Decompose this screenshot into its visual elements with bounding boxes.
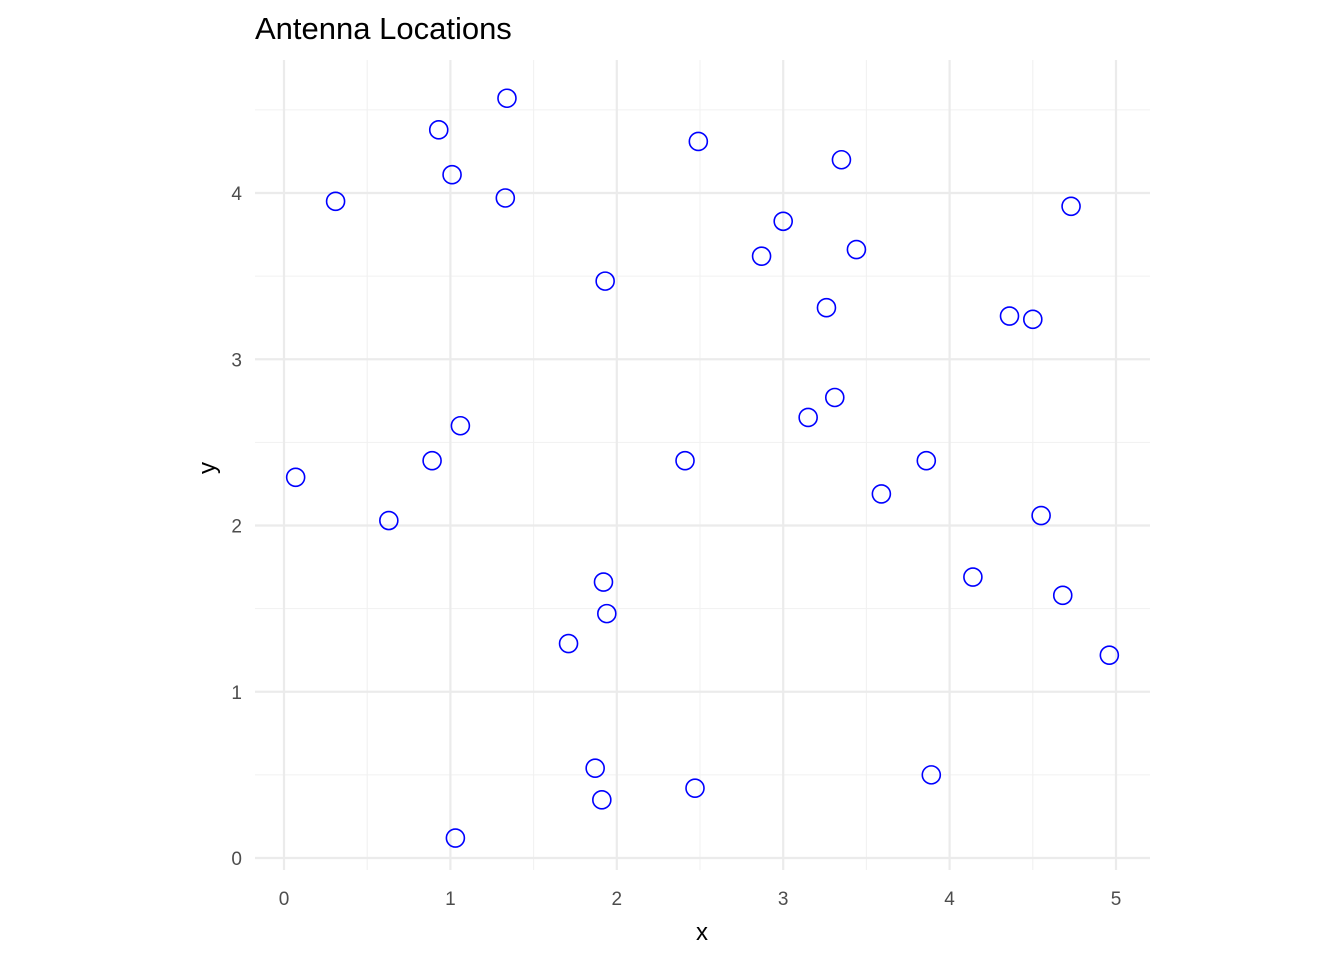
data-point bbox=[675, 450, 695, 471]
data-point bbox=[597, 603, 617, 624]
data-point bbox=[450, 415, 471, 436]
data-point bbox=[445, 828, 466, 848]
data-point bbox=[379, 510, 399, 531]
y-tick-label: 2 bbox=[231, 517, 242, 538]
data-point bbox=[558, 633, 579, 654]
x-tick-label: 2 bbox=[612, 889, 623, 910]
data-point bbox=[285, 467, 306, 488]
data-point bbox=[1023, 309, 1043, 330]
x-tick-label: 3 bbox=[778, 889, 789, 910]
y-axis-ticks: 0 1 2 3 4 bbox=[231, 184, 242, 870]
grid bbox=[255, 60, 1150, 870]
data-point bbox=[816, 297, 837, 318]
data-points bbox=[285, 88, 1120, 848]
data-point bbox=[1099, 645, 1120, 665]
data-point bbox=[1052, 585, 1073, 606]
data-point bbox=[916, 450, 937, 471]
data-point bbox=[688, 131, 709, 152]
data-point bbox=[595, 271, 615, 291]
chart-title: Antenna Locations bbox=[255, 11, 512, 46]
data-point bbox=[685, 778, 705, 798]
y-tick-label: 3 bbox=[231, 350, 242, 371]
data-point bbox=[593, 572, 614, 592]
data-point bbox=[428, 120, 449, 140]
data-point bbox=[585, 758, 605, 779]
y-tick-label: 0 bbox=[231, 849, 242, 870]
data-point bbox=[963, 567, 983, 587]
data-point bbox=[497, 88, 517, 109]
data-point bbox=[831, 149, 852, 170]
data-point bbox=[751, 246, 772, 266]
data-point bbox=[921, 765, 942, 785]
data-point bbox=[798, 407, 818, 428]
x-tick-label: 4 bbox=[944, 889, 955, 910]
data-point bbox=[422, 450, 442, 471]
data-point bbox=[773, 211, 794, 232]
y-tick-label: 4 bbox=[231, 184, 242, 205]
data-point bbox=[325, 191, 346, 212]
data-point bbox=[846, 239, 867, 260]
x-tick-label: 5 bbox=[1111, 889, 1122, 910]
data-point bbox=[495, 188, 516, 208]
data-point bbox=[871, 484, 892, 504]
y-tick-label: 1 bbox=[231, 683, 242, 704]
data-point bbox=[824, 387, 845, 408]
x-tick-label: 1 bbox=[445, 889, 456, 910]
data-point bbox=[1061, 196, 1081, 217]
x-axis-ticks: 0 1 2 3 4 5 bbox=[279, 889, 1122, 910]
data-point bbox=[592, 790, 612, 810]
y-axis-title: y bbox=[194, 462, 221, 474]
x-tick-label: 0 bbox=[279, 889, 290, 910]
data-point bbox=[999, 306, 1020, 326]
x-axis-title: x bbox=[696, 919, 708, 946]
data-point bbox=[1031, 505, 1051, 526]
data-point bbox=[442, 164, 462, 185]
